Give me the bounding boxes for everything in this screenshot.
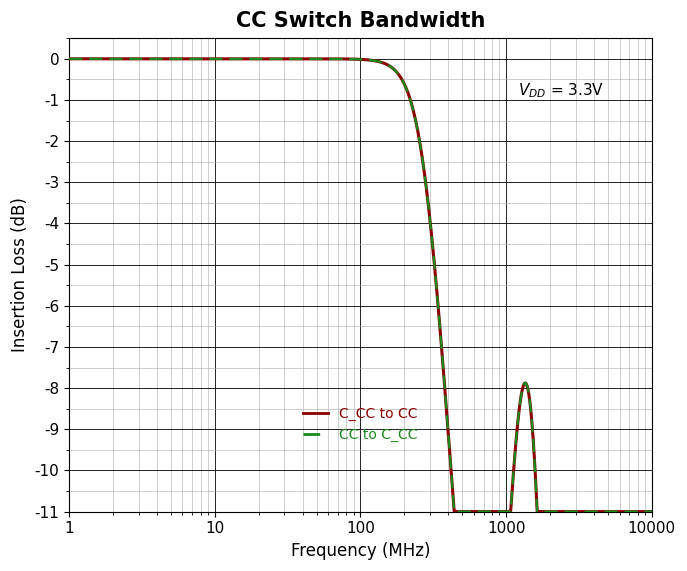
C_CC to CC [636,508,644,515]
CC to C_CC [289,55,297,62]
Line: CC to C_CC: CC to C_CC [69,59,652,512]
C_CC to CC [450,508,458,515]
CC to C_CC [314,55,322,62]
Title: CC Switch Bandwidth: CC Switch Bandwidth [236,11,485,31]
CC to C_CC [636,508,644,515]
Y-axis label: Insertion Loss (dB): Insertion Loss (dB) [11,198,29,352]
CC to C_CC [131,55,139,62]
CC to C_CC [450,508,458,515]
X-axis label: Frequency (MHz): Frequency (MHz) [291,542,430,560]
C_CC to CC [574,508,582,515]
CC to C_CC [648,508,656,515]
C_CC to CC [314,55,322,62]
C_CC to CC [648,508,656,515]
Line: C_CC to CC: C_CC to CC [69,59,652,512]
Text: $V_{DD}$ = 3.3V: $V_{DD}$ = 3.3V [518,81,604,99]
C_CC to CC [131,55,139,62]
C_CC to CC [166,55,174,62]
CC to C_CC [574,508,582,515]
CC to C_CC [65,55,74,62]
Legend: C_CC to CC, CC to C_CC: C_CC to CC, CC to C_CC [297,401,423,448]
CC to C_CC [166,55,174,62]
C_CC to CC [289,55,297,62]
C_CC to CC [65,55,74,62]
